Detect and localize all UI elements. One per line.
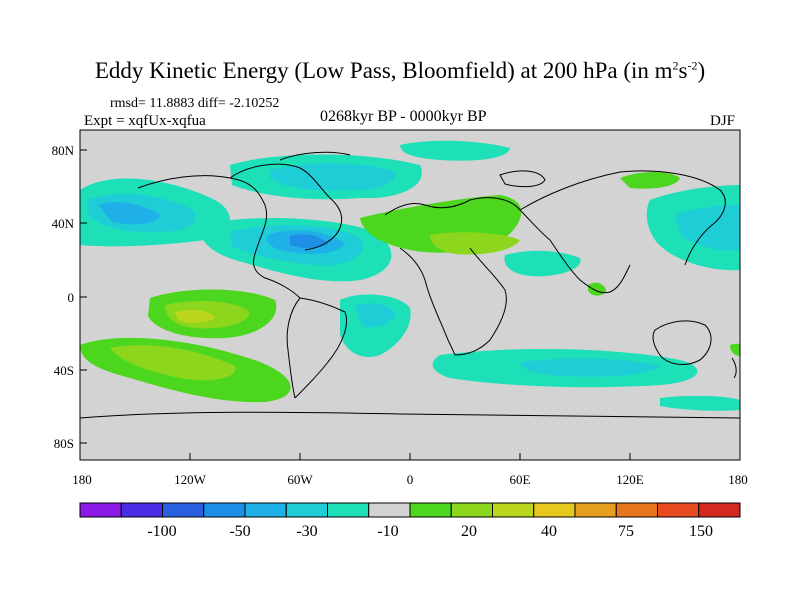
north-atlantic-cyan bbox=[400, 140, 510, 161]
tropical-pacific-yellow bbox=[175, 310, 215, 323]
lat-tick-label: 80N bbox=[52, 143, 75, 158]
antarctica-coast bbox=[80, 411, 740, 419]
lat-tick-label: 40N bbox=[52, 216, 75, 231]
colorbar-box bbox=[409, 502, 452, 518]
colorbar-box bbox=[285, 502, 328, 518]
scandinavia-coast bbox=[499, 170, 546, 188]
colorbar-label: -10 bbox=[377, 523, 398, 540]
new-zealand-coast bbox=[731, 357, 737, 379]
season-label: DJF bbox=[710, 113, 736, 129]
colorbar-box bbox=[203, 502, 246, 518]
period-label: 0268kyr BP - 0000kyr BP bbox=[320, 108, 487, 125]
north-america-coast bbox=[137, 175, 301, 299]
rmsd-stats: rmsd= 11.8883 diff= -2.10252 bbox=[110, 96, 280, 111]
lon-tick-marks bbox=[79, 453, 741, 460]
southern-ocean-east bbox=[660, 395, 740, 411]
nw-pacific-inner bbox=[98, 202, 160, 225]
arctic-core bbox=[270, 163, 396, 191]
lon-tick-label: 120E bbox=[616, 472, 644, 487]
lat-tick-label: 0 bbox=[68, 290, 75, 305]
colorbar-box bbox=[327, 502, 370, 518]
lon-tick-label: 180 bbox=[72, 472, 92, 487]
south-asia-coast bbox=[549, 239, 631, 294]
colorbar-label: -100 bbox=[147, 523, 176, 540]
lat-tick-label: 40S bbox=[54, 363, 74, 378]
lon-tick-label: 0 bbox=[407, 472, 414, 487]
colorbar-box bbox=[368, 502, 411, 518]
southern-ocean-core bbox=[520, 358, 660, 377]
middle-east-green bbox=[430, 232, 520, 255]
lon-tick-labels: 180 120W 60W 0 60E 120E 180 bbox=[72, 472, 748, 487]
experiment-label: Expt = xqfUx-xqfua bbox=[84, 113, 206, 129]
canada-coast bbox=[229, 163, 343, 251]
anomaly-fill bbox=[80, 140, 740, 411]
colorbar-label: 40 bbox=[541, 523, 557, 540]
ne-pacific-core bbox=[675, 205, 740, 251]
colorbar-box bbox=[244, 502, 287, 518]
lat-tick-labels: 80N 40N 0 40S 80S bbox=[52, 143, 75, 451]
colorbar-label: 20 bbox=[461, 523, 477, 540]
na-atlantic-max bbox=[290, 234, 328, 249]
asia-north-coast bbox=[519, 170, 726, 266]
australia-coast bbox=[652, 320, 712, 365]
south-pacific-lime bbox=[110, 345, 236, 381]
lon-tick-label: 60W bbox=[287, 472, 313, 487]
chart-title: Eddy Kinetic Energy (Low Pass, Bloomfiel… bbox=[94, 58, 706, 83]
coastlines bbox=[80, 151, 740, 419]
colorbar-box bbox=[120, 502, 163, 518]
eurasia-west-coast bbox=[384, 197, 551, 241]
central-asia-green bbox=[620, 172, 680, 189]
colorbar bbox=[79, 502, 741, 518]
colorbar-box bbox=[162, 502, 205, 518]
colorbar-box bbox=[450, 502, 493, 518]
colorbar-box bbox=[698, 502, 741, 518]
lon-tick-label: 60E bbox=[510, 472, 531, 487]
colorbar-box bbox=[533, 502, 576, 518]
lon-tick-label: 120W bbox=[174, 472, 207, 487]
africa-east-coast bbox=[454, 247, 507, 356]
colorbar-label: -30 bbox=[296, 523, 317, 540]
south-america-east-coast bbox=[294, 297, 347, 399]
colorbar-label: -50 bbox=[229, 523, 250, 540]
tasman-green bbox=[730, 343, 740, 356]
south-atlantic-core bbox=[355, 303, 396, 328]
colorbar-box bbox=[657, 502, 700, 518]
colorbar-label: 75 bbox=[618, 523, 634, 540]
lat-tick-label: 80S bbox=[54, 436, 74, 451]
lat-tick-marks bbox=[80, 149, 87, 444]
colorbar-box bbox=[574, 502, 617, 518]
lon-tick-label: 180 bbox=[728, 472, 748, 487]
colorbar-box bbox=[79, 502, 122, 518]
colorbar-box bbox=[492, 502, 535, 518]
south-america-west-coast bbox=[286, 297, 301, 399]
colorbar-label: 150 bbox=[689, 523, 713, 540]
colorbar-box bbox=[615, 502, 658, 518]
colorbar-labels: -100 -50 -30 -10 20 40 75 150 bbox=[147, 523, 713, 540]
greenland-coast bbox=[279, 151, 351, 161]
africa-west-coast bbox=[399, 247, 456, 356]
